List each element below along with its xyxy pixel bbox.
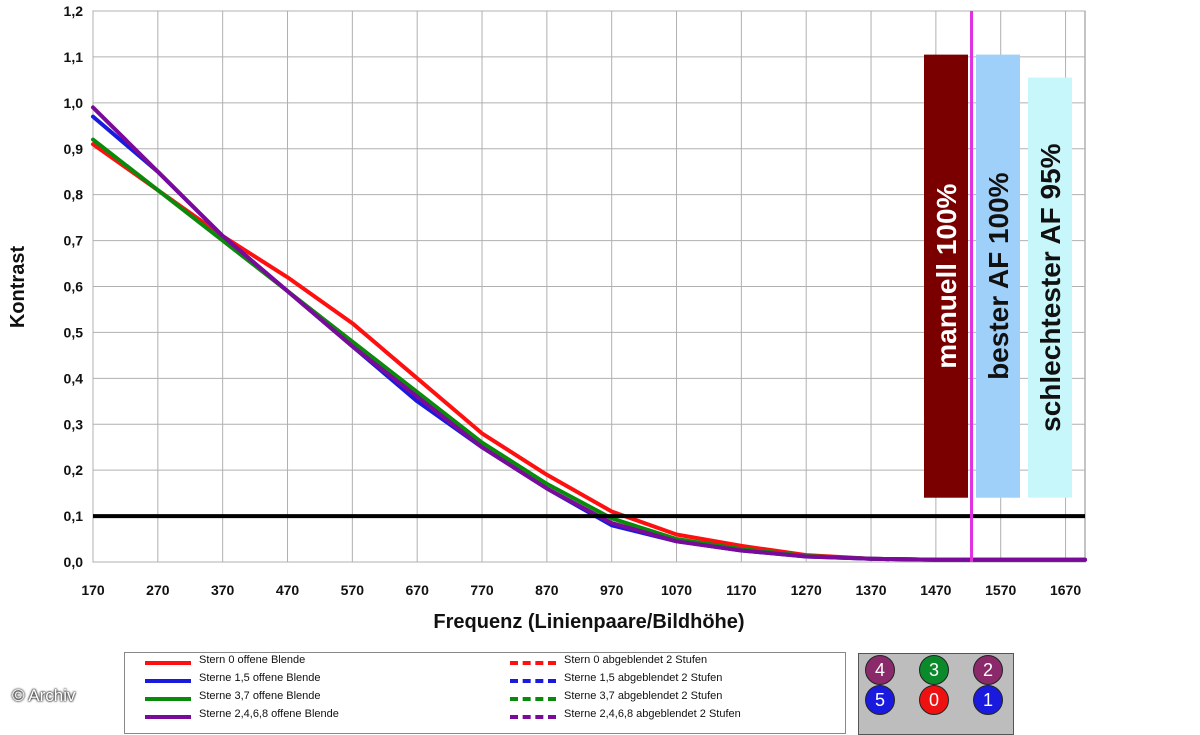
legend-label: Sterne 2,4,6,8 offene Blende [199,708,339,720]
reference-lines [93,11,1085,562]
x-tick-label: 770 [470,582,494,598]
x-tick-label: 1270 [791,582,822,598]
legend-swatch [145,715,191,719]
star-position: 0 [919,685,949,715]
x-tick-label: 1070 [661,582,692,598]
contrast-chart: manuell 100% bester AF 100% schlechtester … [7,3,1087,633]
focus-box [1028,77,1072,498]
focus-box-label: schlechtester AF 95% [1035,143,1066,432]
legend-label: Sterne 3,7 abgeblendet 2 Stufen [564,690,723,702]
y-tick-label: 0,7 [64,233,84,249]
focus-box [924,54,968,498]
x-tick-label: 370 [211,582,235,598]
chart-grid [92,10,1086,563]
y-tick-label: 1,1 [64,49,84,65]
focus-box-label: manuell 100% [931,183,962,368]
y-tick-label: 0,0 [64,554,84,570]
legend-label: Sterne 3,7 offene Blende [199,690,321,702]
y-axis-title: Kontrast [7,246,29,329]
legend-swatch [510,661,556,665]
star-position: 4 [865,655,895,685]
x-tick-label: 570 [341,582,365,598]
legend-label: Stern 0 abgeblendet 2 Stufen [564,654,708,666]
y-tick-label: 0,4 [64,370,84,386]
x-tick-label: 870 [535,582,559,598]
tick-labels: 0,0 0,1 0,2 0,3 0,4 0,5 0,6 0,7 0,8 0,9 1,0 1,1 1,2 1… [64,3,1082,598]
focus-box [976,54,1020,498]
series-line [91,105,1087,562]
legend-swatch [145,679,191,683]
x-tick-label: 1570 [985,582,1016,598]
x-tick-label: 670 [406,582,430,598]
legend-swatch [510,679,556,683]
x-tick-label: 1470 [920,582,951,598]
y-tick-label: 1,2 [64,3,84,19]
x-tick-label: 970 [600,582,624,598]
focus-boxes: manuell 100% bester AF 100% schlechtester … [924,54,1072,498]
star-position: 2 [973,655,1003,685]
legend-swatch [510,697,556,701]
y-tick-label: 0,8 [64,187,84,203]
star-position: 5 [865,685,895,715]
y-tick-label: 0,5 [64,324,84,340]
star-position: 3 [919,655,949,685]
x-tick-label: 1370 [855,582,886,598]
legend: Stern 0 offene Blende Sterne 1,5 offene B… [124,652,846,734]
star-position: 1 [973,685,1003,715]
y-tick-label: 0,2 [64,462,84,478]
legend-swatch [510,715,556,719]
y-tick-label: 0,3 [64,416,84,432]
legend-label: Sterne 2,4,6,8 abgeblendet 2 Stufen [564,708,741,720]
series-lines [91,105,1087,562]
x-tick-label: 1670 [1050,582,1081,598]
y-tick-label: 0,6 [64,279,84,295]
focus-box-label: bester AF 100% [983,172,1014,380]
copyright: © Archiv [12,686,76,705]
legend-label: Stern 0 offene Blende [199,654,306,666]
legend-swatch [145,661,191,665]
x-tick-label: 470 [276,582,300,598]
legend-label: Sterne 1,5 offene Blende [199,672,321,684]
y-tick-label: 1,0 [64,95,84,111]
legend-swatch [145,697,191,701]
x-tick-label: 1170 [726,582,757,598]
x-tick-label: 170 [81,582,105,598]
y-tick-label: 0,1 [64,508,84,524]
x-tick-label: 270 [146,582,170,598]
legend-label: Sterne 1,5 abgeblendet 2 Stufen [564,672,723,684]
x-axis-title: Frequenz (Linienpaare/Bildhöhe) [433,611,744,633]
y-tick-label: 0,9 [64,141,84,157]
